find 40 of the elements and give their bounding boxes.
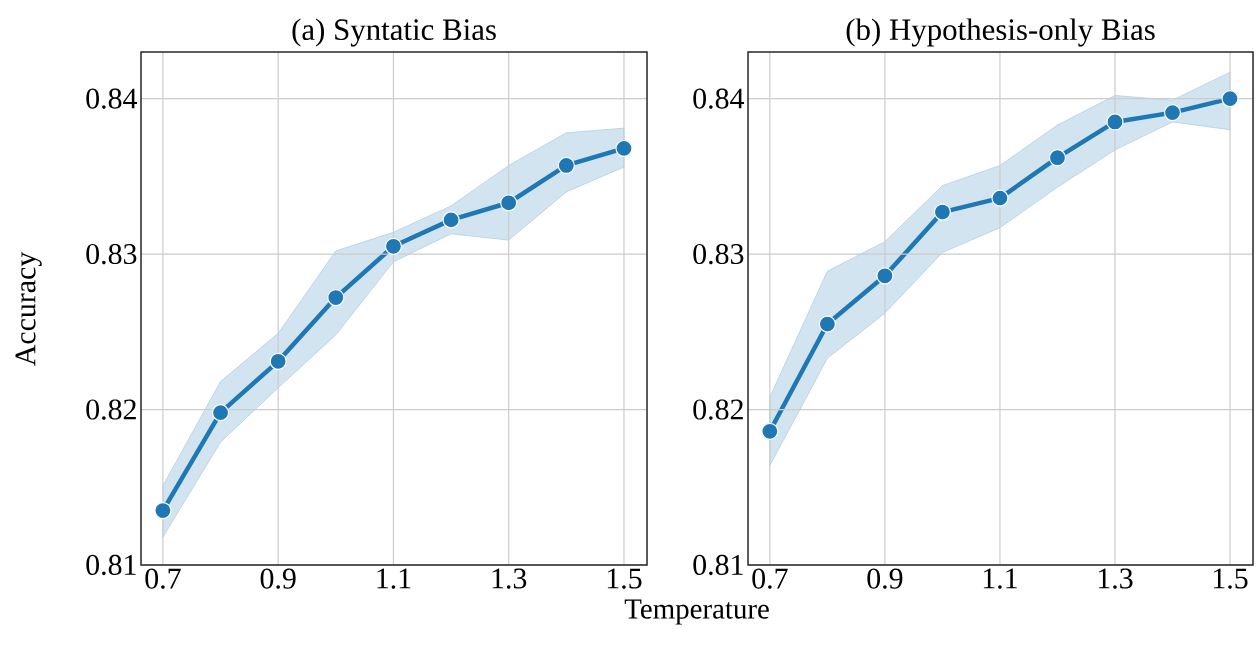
y-tick-label: 0.83 <box>86 243 137 265</box>
point <box>211 404 230 422</box>
point <box>933 203 952 221</box>
point <box>442 211 460 229</box>
x-tick-label: 1.1 <box>983 568 1017 589</box>
point <box>761 422 779 440</box>
x-tick-label: 1.5 <box>607 568 642 589</box>
chart-title: (b) Hypothesis-only Bias <box>846 18 1155 47</box>
y-tick-label: 0.84 <box>693 88 745 109</box>
y-tick-label: 0.81 <box>86 554 136 576</box>
point <box>500 194 518 212</box>
x-tick-label: 0.7 <box>145 568 181 589</box>
x-axis-title: Temperature <box>624 599 769 625</box>
point <box>327 289 345 307</box>
point <box>557 156 575 175</box>
point <box>269 352 287 370</box>
point <box>154 501 172 520</box>
x-tick-label: 1.3 <box>492 568 527 589</box>
chart-title: (a) Syntatic Bias <box>292 18 496 47</box>
x-tick-label: 1.5 <box>1213 568 1248 589</box>
y-axis-title: Accuracy <box>15 251 42 366</box>
point <box>615 139 633 157</box>
x-tick-label: 0.7 <box>752 568 788 589</box>
point <box>1048 149 1067 167</box>
point <box>384 237 403 255</box>
x-tick-label: 0.9 <box>260 568 296 589</box>
x-tick-label: 1.1 <box>377 568 411 589</box>
point <box>1163 104 1182 122</box>
x-tick-label: 1.3 <box>1098 568 1133 589</box>
point <box>876 267 894 285</box>
y-tick-label: 0.83 <box>693 243 744 265</box>
point <box>991 189 1009 207</box>
point <box>1106 113 1124 131</box>
y-tick-label: 0.81 <box>693 554 743 576</box>
point <box>818 315 836 333</box>
point <box>1221 90 1239 108</box>
x-tick-label: 0.9 <box>867 568 903 589</box>
y-tick-label: 0.82 <box>693 399 743 420</box>
y-tick-label: 0.82 <box>86 399 136 420</box>
y-tick-label: 0.84 <box>86 88 138 109</box>
